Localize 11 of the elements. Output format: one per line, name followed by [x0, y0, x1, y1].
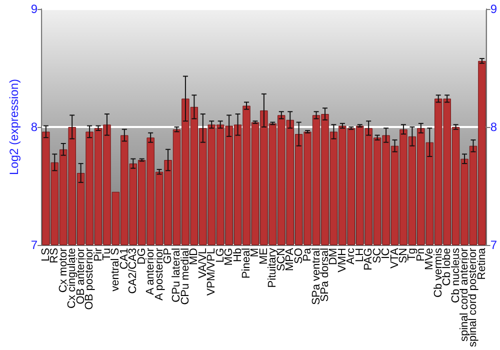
y-axis-title: Log2 (expression) — [7, 78, 21, 176]
y2-tick-label: 9 — [490, 2, 498, 16]
y-tick-label: 9 — [30, 2, 38, 16]
y-tick-label: 7 — [30, 238, 38, 252]
x-tick-label: Tg — [406, 248, 418, 261]
x-tick-label: A posterior — [153, 248, 166, 301]
x-tick-label: OB posterior — [84, 248, 96, 310]
y2-tick-label: 7 — [490, 238, 498, 252]
y2-tick-label: 8 — [490, 120, 498, 134]
x-tick-label: Retina — [476, 247, 488, 280]
y-tick-label: 8 — [30, 120, 38, 134]
